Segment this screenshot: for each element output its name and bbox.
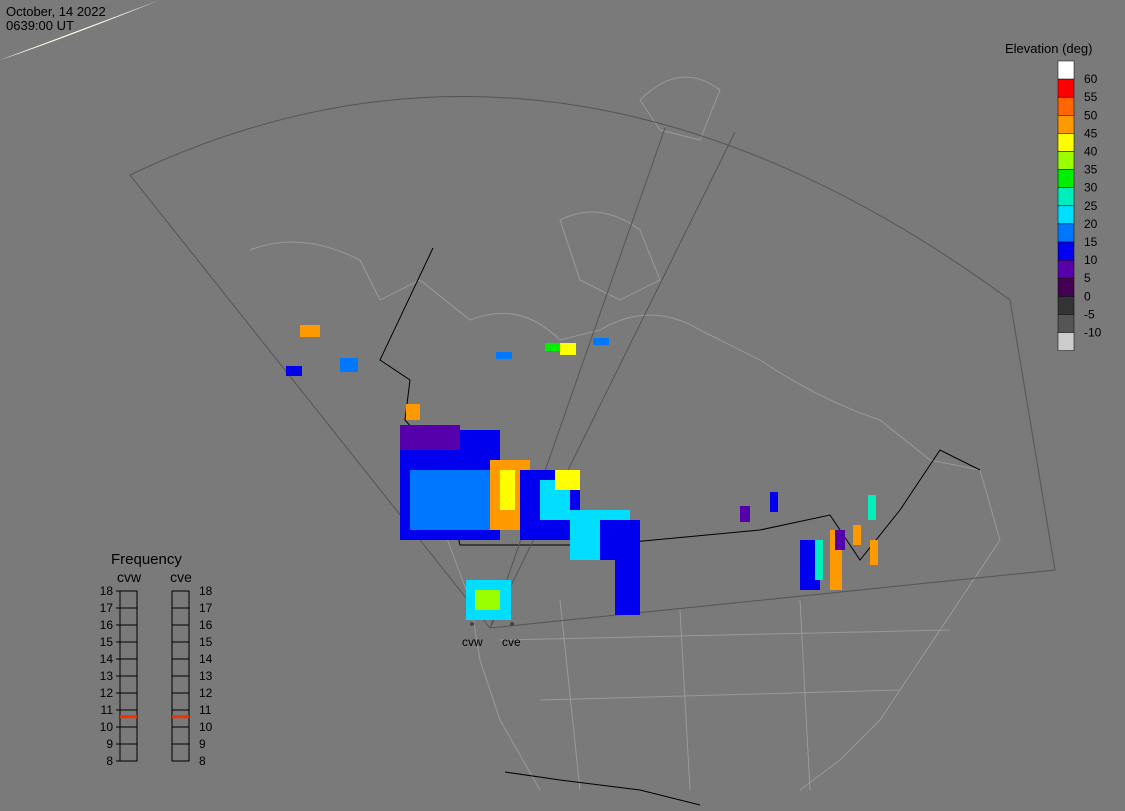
color-swatch: [1057, 277, 1075, 297]
colorbar-tick-label: 5: [1084, 271, 1091, 285]
frequency-tick-label: 18: [100, 584, 114, 598]
colorbar-tick-label: 10: [1084, 253, 1098, 267]
frequency-cell: [171, 743, 190, 762]
color-swatch: [1057, 259, 1075, 279]
frequency-cell: [171, 590, 190, 609]
color-swatch: [1057, 151, 1075, 170]
site-label: cve: [502, 635, 521, 649]
frequency-tick-label: 12: [199, 686, 213, 700]
color-swatch: [1057, 78, 1075, 98]
colorbar-tick-label: 30: [1084, 181, 1098, 195]
date: October, 14 2022: [6, 4, 106, 19]
colorbar-tick-label: 0: [1084, 289, 1091, 303]
time: 0639:00 UT: [6, 18, 74, 33]
colorbar-tick-label: 35: [1084, 163, 1098, 177]
colorbar-title: Elevation (deg): [1005, 41, 1092, 56]
frequency-tick-label: 15: [199, 635, 213, 649]
frequency-cell: [119, 726, 138, 745]
color-swatch: [1057, 115, 1075, 134]
frequency-tick-label: 15: [100, 635, 114, 649]
frequency-tick-label: 11: [199, 703, 212, 717]
frequency-cell: [171, 607, 190, 626]
frequency-tick-label: 16: [199, 618, 213, 632]
colorbar-tick-label: 50: [1084, 108, 1098, 122]
frequency-tick-label: 11: [101, 703, 114, 717]
color-swatch: [1057, 296, 1075, 315]
colorbar-tick-label: 15: [1084, 235, 1098, 249]
color-swatch: [1057, 205, 1075, 225]
frequency-cell: [119, 658, 138, 677]
frequency-tick-label: 10: [100, 720, 114, 734]
site-label: cvw: [462, 635, 483, 649]
frequency-cell: [119, 743, 138, 762]
frequency-cell: [171, 675, 190, 694]
frequency-cell: [171, 726, 190, 745]
radar-name: cvw: [117, 569, 142, 585]
colorbar-tick-label: 60: [1084, 72, 1098, 86]
frequency-cell: [119, 692, 138, 711]
colorbar-tick-label: -10: [1084, 326, 1102, 340]
color-swatch: [1057, 133, 1075, 152]
frequency-title: Frequency: [111, 551, 182, 568]
frequency-cell: [119, 607, 138, 626]
frequency-tick-label: 13: [199, 669, 213, 683]
frequency-cell: [171, 709, 190, 728]
echo-cells: [286, 325, 878, 620]
color-swatch: [1057, 187, 1075, 207]
frequency-cell: [171, 641, 190, 660]
colorbar-tick-label: 55: [1084, 90, 1098, 104]
color-swatch: [1057, 332, 1075, 351]
color-swatch: [1057, 223, 1075, 243]
colorbar-tick-label: 45: [1084, 126, 1098, 140]
color-swatch: [1057, 96, 1075, 116]
frequency-tick-label: 9: [106, 737, 113, 751]
frequency-cell: [171, 624, 190, 643]
frequency-tick-label: 13: [100, 669, 114, 683]
color-swatch: [1057, 241, 1075, 261]
radar-site: [510, 622, 514, 626]
frequency-tick-label: 8: [199, 754, 206, 768]
colorbar-tick-label: 20: [1084, 217, 1098, 231]
frequency-cell: [119, 590, 138, 609]
radar-fans: [129, 95, 1056, 629]
colorbar-tick-label: 40: [1084, 145, 1098, 159]
frequency-cell: [171, 692, 190, 711]
frequency-tick-label: 17: [199, 601, 213, 615]
color-swatch: [1057, 60, 1075, 80]
basemap: [0, 0, 1001, 791]
colorbar-tick-label: -5: [1084, 307, 1095, 321]
frequency-tick-label: 14: [100, 652, 114, 666]
frequency-cell: [119, 709, 138, 728]
frequency-tick-label: 9: [199, 737, 206, 751]
frequency-tick-label: 8: [106, 754, 113, 768]
frequency-tick-label: 10: [199, 720, 213, 734]
colorbar-tick-label: 25: [1084, 199, 1098, 213]
color-swatch: [1057, 169, 1075, 188]
frequency-tick-label: 17: [100, 601, 114, 615]
radar-name: cve: [170, 569, 192, 585]
radar-site: [470, 622, 474, 626]
frequency-tick-label: 16: [100, 618, 114, 632]
frequency-cell: [119, 624, 138, 643]
frequency-cell: [171, 658, 190, 677]
color-swatch: [1057, 314, 1075, 333]
frequency-tick-label: 18: [199, 584, 213, 598]
frequency-cell: [119, 641, 138, 660]
frequency-tick-label: 14: [199, 652, 213, 666]
frequency-cell: [119, 675, 138, 694]
frequency-tick-label: 12: [100, 686, 114, 700]
